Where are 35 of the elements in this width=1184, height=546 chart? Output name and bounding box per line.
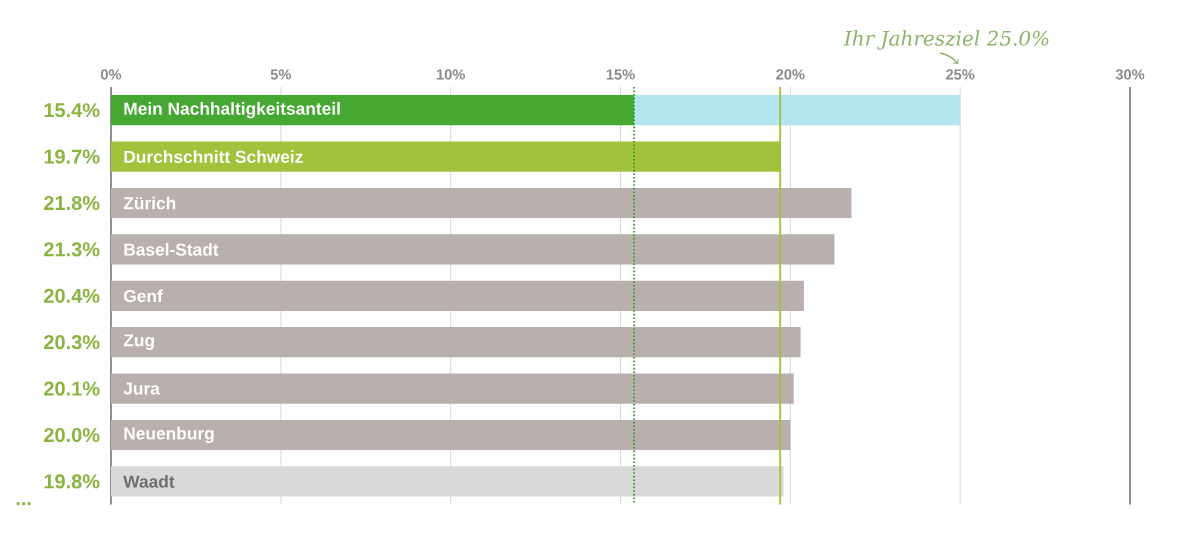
bar <box>111 373 794 404</box>
text: ... <box>16 502 31 506</box>
data-label: 19.7% <box>44 149 100 164</box>
x-tick-label: 25% <box>946 69 975 80</box>
y-tick-label: Zug <box>123 334 154 350</box>
bar <box>111 419 791 451</box>
y-tick-label: Genf <box>123 289 163 303</box>
bar <box>111 187 852 219</box>
data-label: 20.3% <box>44 335 100 350</box>
data-label: 20.1% <box>44 381 100 396</box>
data-label: 20.0% <box>44 427 100 443</box>
y-tick-label: Basel-Stadt <box>124 243 219 256</box>
data-label: 20.4% <box>44 288 100 303</box>
y-tick-label: Waadt <box>123 475 175 488</box>
bar <box>111 234 835 265</box>
x-tick-label: 20% <box>776 69 805 80</box>
x-tick-label: 15% <box>606 69 635 80</box>
y-tick-label: Neuenburg <box>124 426 214 444</box>
x-tick-label: 30% <box>1115 69 1145 80</box>
x-tick-label: 5% <box>270 69 292 80</box>
data-label: 15.4% <box>44 103 100 118</box>
bar <box>634 95 961 126</box>
data-label: 21.8% <box>44 195 100 211</box>
data-label: 19.8% <box>44 474 100 489</box>
y-tick-label: Zürich <box>123 196 176 210</box>
y-tick-label: Jura <box>123 382 160 395</box>
bar <box>111 95 635 126</box>
y-tick-label: Durchschnitt Schweiz <box>124 150 303 163</box>
x-tick-label: 10% <box>436 69 465 80</box>
bar <box>111 327 801 358</box>
bar <box>111 280 804 311</box>
text: Ihr Jahresziel 25.0% <box>843 30 1049 50</box>
y-tick-label: Mein Nachhaltigkeitsanteil <box>124 102 340 119</box>
x-tick-label: 0% <box>100 69 122 80</box>
data-label: 21.3% <box>44 242 100 257</box>
